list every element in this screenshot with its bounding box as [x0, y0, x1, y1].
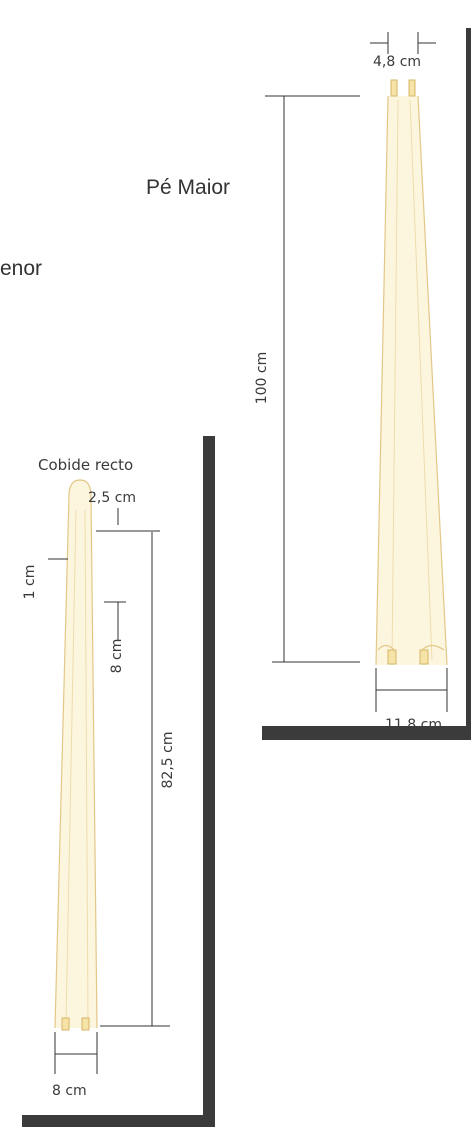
- cobide-diagram: [48, 479, 170, 1074]
- pe-maior-bottom-peg-left: [387, 649, 397, 665]
- cobide-offset-top-label: 2,5 cm: [88, 490, 137, 506]
- pe-maior-diagram: [265, 32, 448, 712]
- pe-maior-caption: Pé Maior: [146, 176, 231, 199]
- pe-maior-length-label: 100 cm: [254, 351, 270, 405]
- cobide-bottom-peg-right: [81, 1017, 90, 1031]
- cobide-bottom-peg-left: [61, 1017, 70, 1031]
- pe-maior-bottom-peg-right: [419, 649, 429, 665]
- cobide-caption: Cobide recto: [38, 456, 134, 474]
- pe-maior-top-width-label: 4,8 cm: [373, 54, 422, 70]
- cobide-bottom-width-label: 8 cm: [52, 1083, 87, 1099]
- cobide-length-label: 82,5 cm: [160, 731, 176, 789]
- pe-maior-bottom-width-label: 11,8 cm: [385, 717, 442, 733]
- pe-maior-top-peg-right: [408, 79, 416, 97]
- cobide-side-width-label: 1 cm: [22, 564, 38, 600]
- cobide-inner-offset-label: 8 cm: [109, 638, 125, 674]
- cobide-card: [0, 428, 203, 1115]
- cobide-leg: [55, 480, 97, 1028]
- pe-maior-top-peg-left: [390, 79, 398, 97]
- pe-menor-caption: enor: [0, 257, 43, 280]
